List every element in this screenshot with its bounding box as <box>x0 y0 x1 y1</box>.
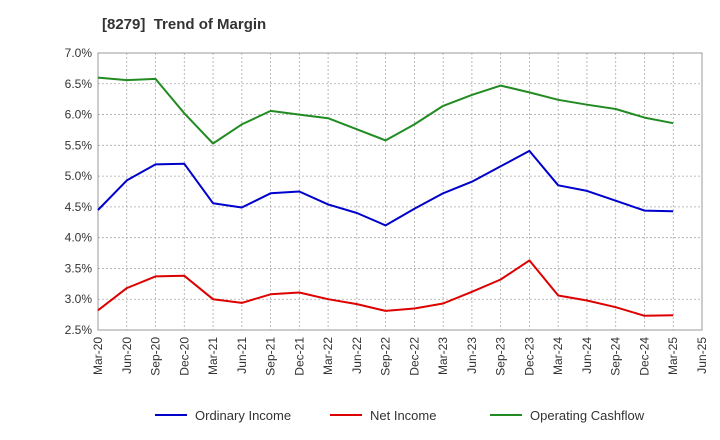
legend-label: Operating Cashflow <box>530 408 645 423</box>
x-tick-label: Dec-20 <box>177 337 191 376</box>
series-layer <box>97 76 674 317</box>
legend-layer: Ordinary Income Net Income Operating Cashf… <box>155 408 645 423</box>
y-tick-label: 6.5% <box>65 77 93 91</box>
y-tick-label: 7.0% <box>65 46 93 60</box>
x-tick-label: Mar-24 <box>551 337 565 375</box>
x-tick-label: Mar-22 <box>321 337 335 375</box>
x-tick-label: Dec-21 <box>292 337 306 376</box>
series-line-operating-cashflow <box>97 76 674 145</box>
series-line-ordinary-income <box>97 149 674 227</box>
legend-label: Ordinary Income <box>195 408 291 423</box>
x-tick-label: Dec-23 <box>522 337 536 376</box>
x-tick-label: Mar-21 <box>206 337 220 375</box>
grid-layer <box>98 52 702 330</box>
y-tick-label: 5.5% <box>65 138 93 152</box>
y-tick-label: 2.5% <box>65 323 93 337</box>
y-tick-label: 5.0% <box>65 169 93 183</box>
series-line-net-income <box>97 259 674 317</box>
chart-title: [8279] Trend of Margin <box>102 16 267 33</box>
x-tick-label: Mar-20 <box>91 337 105 375</box>
axis-layer: 7.0% 6.5% 6.0% 5.5% 5.0% 4.5% 4.0% 3.5% 3.0% 2.5%… <box>65 46 709 376</box>
x-tick-label: Jun-24 <box>580 337 594 374</box>
x-tick-label: Sep-21 <box>264 337 278 376</box>
x-tick-label: Sep-23 <box>494 337 508 376</box>
x-tick-label: Jun-25 <box>695 337 709 374</box>
legend-label: Net Income <box>370 408 436 423</box>
y-tick-label: 4.0% <box>65 231 93 245</box>
y-tick-label: 4.5% <box>65 200 93 214</box>
x-tick-label: Sep-22 <box>379 337 393 376</box>
x-tick-label: Dec-22 <box>407 337 421 376</box>
plot-border <box>97 52 703 331</box>
y-tick-label: 6.0% <box>65 108 93 122</box>
x-tick-label: Jun-23 <box>465 337 479 374</box>
x-tick-label: Sep-20 <box>149 337 163 376</box>
x-tick-label: Jun-20 <box>120 337 134 374</box>
x-tick-label: Dec-24 <box>637 337 651 376</box>
x-tick-label: Mar-23 <box>436 337 450 375</box>
x-tick-label: Jun-22 <box>350 337 364 374</box>
x-tick-label: Jun-21 <box>235 337 249 374</box>
y-tick-label: 3.5% <box>65 261 93 275</box>
x-tick-label: Mar-25 <box>666 337 680 375</box>
x-tick-label: Sep-24 <box>609 337 623 376</box>
y-tick-label: 3.0% <box>65 292 93 306</box>
